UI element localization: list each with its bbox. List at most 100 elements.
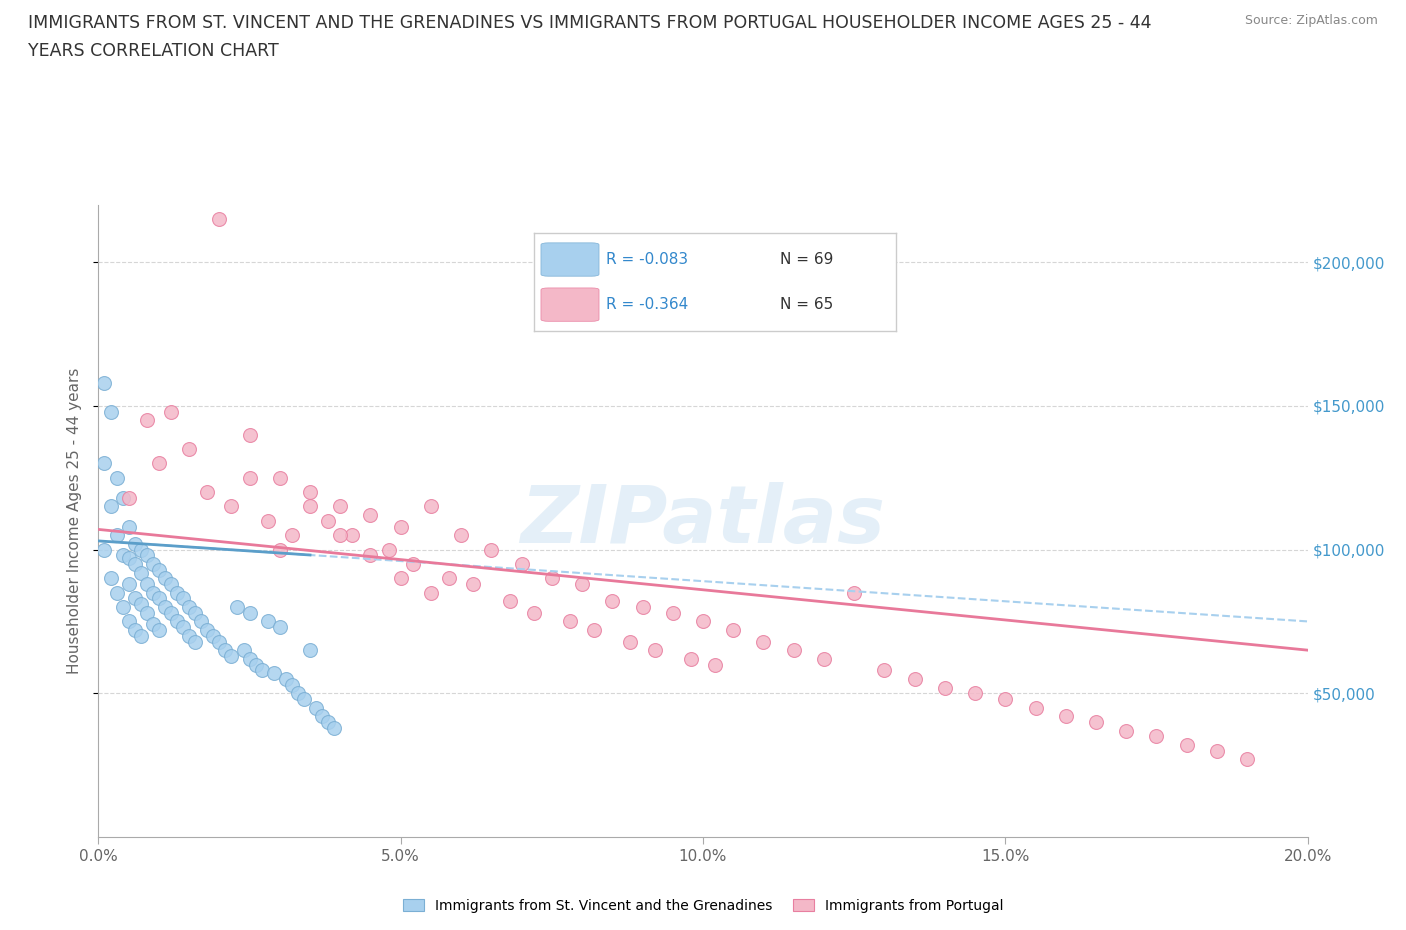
Point — [111, 548, 134, 563]
Point — [256, 614, 278, 629]
Text: IMMIGRANTS FROM ST. VINCENT AND THE GRENADINES VS IMMIGRANTS FROM PORTUGAL HOUSE: IMMIGRANTS FROM ST. VINCENT AND THE GREN… — [28, 14, 1152, 32]
Point — [1175, 737, 1198, 752]
Point — [281, 527, 304, 542]
Point — [571, 577, 593, 591]
Point — [329, 527, 352, 542]
Point — [342, 527, 364, 542]
Point — [481, 542, 503, 557]
Point — [1115, 724, 1137, 738]
Point — [190, 614, 212, 629]
Point — [208, 634, 231, 649]
Point — [226, 600, 249, 615]
Point — [287, 685, 309, 700]
Point — [389, 519, 412, 534]
Point — [523, 605, 546, 620]
Point — [160, 577, 183, 591]
Point — [281, 677, 304, 692]
Point — [239, 427, 262, 442]
Point — [100, 571, 122, 586]
Point — [148, 563, 170, 578]
Point — [299, 485, 322, 499]
Point — [250, 663, 273, 678]
Point — [111, 600, 134, 615]
Point — [1236, 752, 1258, 767]
Point — [437, 571, 460, 586]
Text: ZIPatlas: ZIPatlas — [520, 482, 886, 560]
Point — [311, 709, 333, 724]
Point — [904, 671, 927, 686]
Point — [105, 527, 128, 542]
Point — [450, 527, 472, 542]
Point — [160, 405, 183, 419]
Point — [299, 499, 322, 514]
Point — [498, 594, 520, 609]
Point — [135, 413, 157, 428]
Point — [172, 591, 194, 605]
Point — [184, 605, 207, 620]
Point — [124, 622, 146, 637]
Point — [129, 542, 152, 557]
Point — [1085, 714, 1108, 729]
Point — [402, 556, 425, 571]
Point — [510, 556, 533, 571]
Point — [463, 577, 485, 591]
Point — [100, 405, 122, 419]
Point — [239, 605, 262, 620]
Point — [292, 692, 315, 707]
Point — [662, 605, 685, 620]
Point — [263, 666, 285, 681]
Point — [1206, 743, 1229, 758]
Point — [124, 537, 146, 551]
Point — [602, 594, 624, 609]
Point — [360, 548, 382, 563]
Point — [105, 471, 128, 485]
Point — [274, 671, 297, 686]
Text: Source: ZipAtlas.com: Source: ZipAtlas.com — [1244, 14, 1378, 27]
Point — [129, 597, 152, 612]
Point — [118, 519, 141, 534]
Point — [195, 622, 218, 637]
Point — [118, 577, 141, 591]
Point — [179, 600, 201, 615]
Point — [208, 211, 231, 226]
Point — [360, 508, 382, 523]
Point — [558, 614, 581, 629]
Point — [111, 490, 134, 505]
Point — [135, 548, 157, 563]
Point — [704, 658, 727, 672]
Point — [232, 643, 254, 658]
Point — [160, 605, 183, 620]
Point — [389, 571, 412, 586]
Point — [153, 571, 176, 586]
Text: YEARS CORRELATION CHART: YEARS CORRELATION CHART — [28, 42, 278, 60]
Point — [93, 376, 115, 391]
Point — [316, 513, 339, 528]
Point — [221, 648, 243, 663]
Point — [202, 629, 225, 644]
Point — [1024, 700, 1046, 715]
Point — [93, 542, 115, 557]
Point — [269, 542, 291, 557]
Point — [994, 692, 1017, 707]
Point — [148, 622, 170, 637]
Point — [256, 513, 278, 528]
Point — [239, 651, 262, 666]
Point — [644, 643, 666, 658]
Point — [166, 614, 188, 629]
Point — [752, 634, 775, 649]
Point — [124, 556, 146, 571]
Point — [135, 605, 157, 620]
Point — [269, 471, 291, 485]
Point — [118, 551, 141, 565]
Point — [420, 499, 443, 514]
Point — [377, 542, 399, 557]
Point — [129, 565, 152, 580]
Y-axis label: Householder Income Ages 25 - 44 years: Householder Income Ages 25 - 44 years — [66, 367, 82, 674]
Point — [583, 622, 606, 637]
Point — [420, 585, 443, 600]
Point — [723, 622, 745, 637]
Legend: Immigrants from St. Vincent and the Grenadines, Immigrants from Portugal: Immigrants from St. Vincent and the Gren… — [396, 894, 1010, 919]
Point — [813, 651, 835, 666]
Point — [93, 456, 115, 471]
Point — [329, 499, 352, 514]
